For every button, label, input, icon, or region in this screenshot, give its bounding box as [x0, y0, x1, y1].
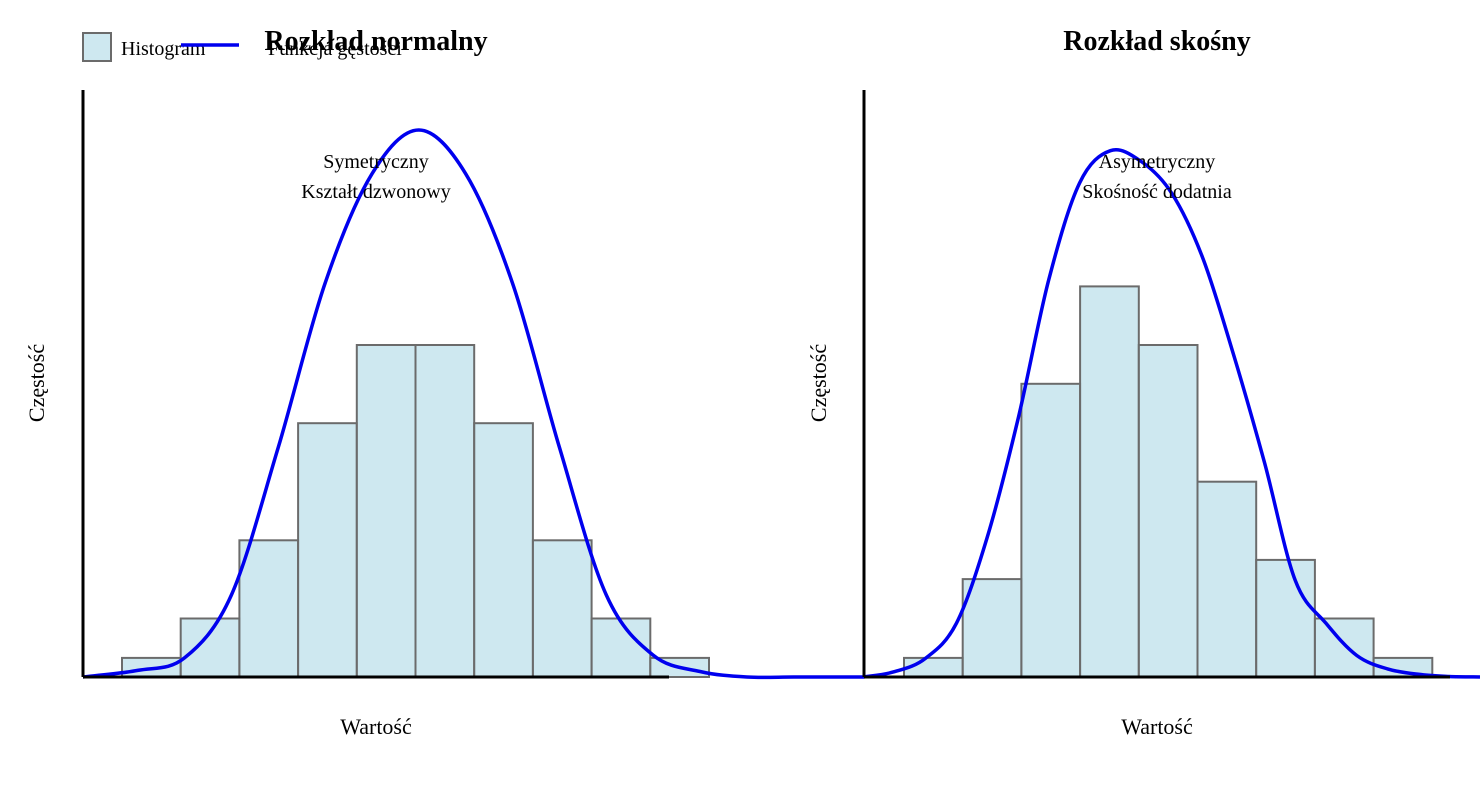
histogram-bar: [1196, 480, 1258, 679]
histogram-bar: [473, 422, 534, 679]
panel-skewed-density-curve: [863, 148, 1480, 679]
panel-normal-title: Rozkład normalny: [264, 26, 487, 57]
panel-skewed-x-label: Wartość: [1121, 714, 1193, 739]
legend-histogram-swatch: [82, 32, 112, 62]
panel-normal-density-curve: [82, 128, 864, 680]
histogram-bar: [414, 344, 476, 678]
legend-density-label: Funkcja gęstości: [268, 38, 402, 60]
histogram-bar: [1255, 558, 1316, 679]
histogram-bar: [1137, 344, 1199, 678]
panel-skewed: Rozkład skośny Asymetryczny Skośność dod…: [806, 26, 1480, 739]
panel-normal-bars: [121, 344, 710, 679]
panel-normal-x-label: Wartość: [340, 714, 412, 739]
histogram-bar: [238, 539, 300, 679]
histogram-bar: [531, 539, 593, 679]
panel-skewed-title: Rozkład skośny: [1063, 26, 1251, 57]
panel-skewed-bars: [903, 285, 1434, 679]
histogram-bar: [1079, 285, 1140, 678]
histogram-bar: [297, 422, 358, 679]
histogram-bar: [1020, 382, 1082, 678]
panel-skewed-annotation-line2: Skośność dodatnia: [1082, 181, 1232, 203]
panel-skewed-annotation-line1: Asymetryczny: [1099, 151, 1216, 173]
histogram-bar: [355, 344, 417, 678]
legend-histogram-label: Histogram: [121, 38, 206, 60]
legend: Histogram Funkcja gęstości: [82, 32, 402, 62]
panel-normal-annotation-line1: Symetryczny: [323, 151, 429, 173]
histogram-bar: [590, 617, 652, 678]
panel-normal-y-label: Częstość: [24, 344, 49, 422]
panel-skewed-y-label: Częstość: [806, 344, 831, 422]
panel-normal: Rozkład normalny Symetryczny Kształt dzw…: [24, 26, 864, 739]
histogram-bar: [961, 578, 1023, 678]
histogram-bar: [179, 617, 241, 678]
histogram-bar: [1313, 617, 1375, 678]
panel-normal-annotation-line2: Kształt dzwonowy: [301, 181, 450, 203]
